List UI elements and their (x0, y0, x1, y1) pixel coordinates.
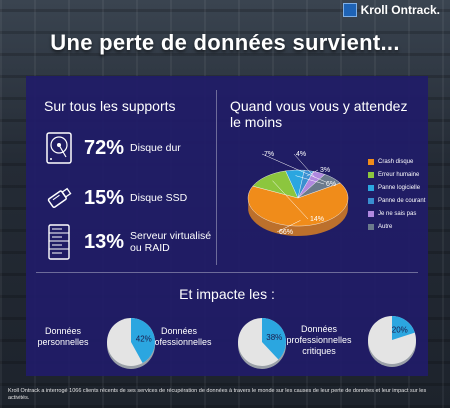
mini-pie-slice-2 (392, 316, 415, 340)
legend-label: Autre (378, 224, 393, 230)
legend-item: Panne logicielle (368, 182, 425, 194)
mini-label-line1: Données (44, 326, 82, 336)
mini-label-line2: professionnelles (146, 337, 212, 347)
infographic-panel: Sur tous les supports 72% Disque dur (26, 76, 428, 376)
pie-leader-1 (272, 180, 309, 220)
usb-ssd-icon (44, 180, 74, 216)
pie-legend: Crash disque Erreur humaine Panne logiciel… (368, 156, 425, 234)
legend-item: Erreur humaine (368, 169, 425, 181)
legend-item: Panne de courant (368, 195, 425, 207)
stat-label: Serveur virtualisé ou RAID (130, 230, 211, 254)
stat-server: 13% Serveur virtualisé ou RAID (44, 224, 211, 260)
footer-note: Kroll Ontrack a interrogé 1066 clients r… (8, 388, 427, 401)
mini-pie-value-2: 20% (392, 325, 408, 334)
stat-ssd: 15% Disque SSD (44, 180, 187, 216)
pie-value-label-2: 6% (326, 181, 336, 188)
pie-value-label-3: 3% (320, 167, 330, 174)
stat-label-line2: ou RAID (130, 242, 170, 254)
page-title: Une perte de données survient... (50, 30, 400, 55)
stat-percent: 13% (84, 230, 125, 253)
horizontal-divider (36, 272, 418, 273)
pie-leader-4 (293, 153, 316, 178)
pie-leader-2 (295, 175, 325, 185)
mini-label-line1: Données (160, 326, 198, 336)
pie-leader-3 (306, 169, 319, 177)
pie-value-label-5: 7% (264, 151, 274, 158)
legend-swatch (368, 211, 374, 217)
pie-chart-title: Quand vous vous y attendez le moins (230, 98, 408, 130)
mini-pie-value-0: 42% (136, 335, 152, 344)
impact-title: Et impacte les : (179, 286, 275, 302)
supports-title: Sur tous les supports (44, 98, 176, 114)
mini-pie-slice-1 (262, 318, 286, 360)
stat-percent: 72% (84, 136, 125, 159)
mini-label-professionnelles: Données professionnelles (138, 326, 220, 348)
pie-leader-5 (261, 153, 327, 183)
stat-hard-drive: 72% Disque dur (44, 130, 181, 166)
legend-label: Erreur humaine (378, 172, 420, 178)
legend-item: Je ne sais pas (368, 208, 425, 220)
legend-swatch (368, 159, 374, 165)
legend-swatch (368, 172, 374, 178)
legend-swatch (368, 198, 374, 204)
pie-value-label-0: 66% (279, 229, 293, 236)
stat-percent: 15% (84, 186, 125, 209)
stat-label: Disque dur (130, 142, 181, 154)
mini-label-line1: Données (300, 324, 338, 334)
pie-value-label-4: 4% (296, 151, 306, 158)
kroll-logo-icon (342, 3, 357, 17)
hard-drive-icon (44, 130, 74, 166)
pie-leader-0 (276, 220, 301, 233)
mini-label-line2: personnelles (37, 337, 89, 347)
mini-label-personnelles: Données personnelles (30, 326, 96, 348)
brand-name: Kroll Ontrack. (360, 3, 440, 17)
pie-slice-0 (247, 182, 349, 227)
legend-label: Panne de courant (378, 198, 426, 204)
stat-label-line1: Serveur virtualisé (130, 230, 212, 242)
mini-label-line2: professionnelles (286, 335, 352, 345)
vertical-divider (216, 90, 217, 265)
mini-pie-slice-0 (131, 318, 155, 363)
pie-slice-5 (297, 174, 341, 199)
pie-side-0 (248, 199, 348, 236)
brand-logo: Kroll Ontrack. (342, 3, 440, 17)
mini-label-critiques: Données professionnelles critiques (276, 324, 362, 357)
legend-swatch (368, 224, 374, 230)
main-pie-chart: 66% 14% 6% 3% 4% 7% (247, 151, 349, 236)
legend-label: Je ne sais pas (378, 211, 417, 217)
mini-pie-value-1: 38% (266, 333, 282, 342)
stat-label: Disque SSD (130, 192, 188, 204)
impact-pie-charts: 42% 38% 20% (107, 316, 416, 369)
pie-value-label-1: 14% (310, 216, 324, 223)
server-icon (44, 224, 74, 260)
legend-label: Panne logicielle (378, 185, 421, 191)
legend-swatch (368, 185, 374, 191)
legend-label: Crash disque (378, 159, 414, 165)
legend-item: Crash disque (368, 156, 425, 168)
pie-side-walls (248, 199, 348, 236)
legend-item: Autre (368, 221, 425, 233)
mini-label-line3: critiques (302, 346, 336, 356)
